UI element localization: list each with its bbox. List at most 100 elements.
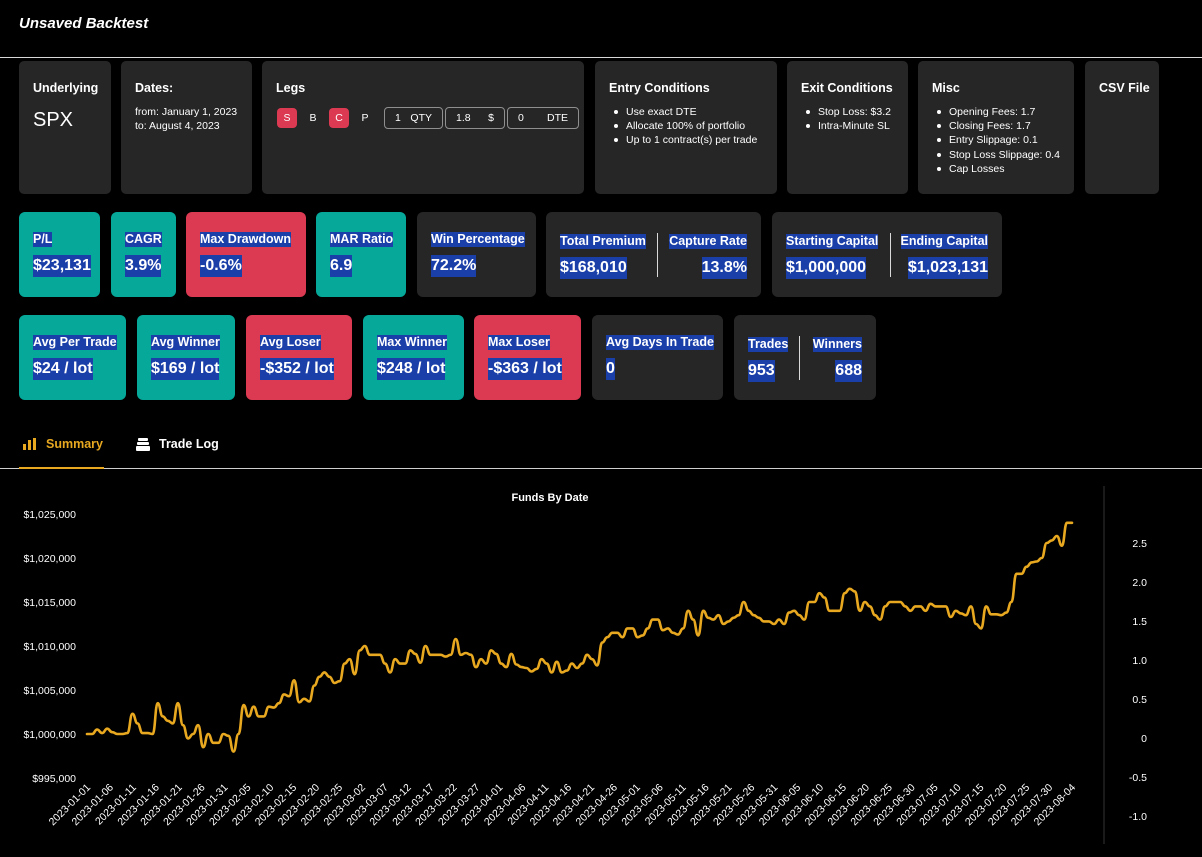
win-percentage-stat: Win Percentage 72.2% xyxy=(417,212,536,297)
avg-per-trade-label: Avg Per Trade xyxy=(33,335,117,350)
y-tick-label: $995,000 xyxy=(32,773,76,785)
cagr-value: 3.9% xyxy=(125,255,162,277)
y-tick-label: $1,010,000 xyxy=(23,641,76,653)
dte-value: 0 xyxy=(518,112,524,124)
date-to: to: August 4, 2023 xyxy=(135,120,220,132)
price-value: 1.8 xyxy=(456,112,471,124)
y-tick-label: $1,015,000 xyxy=(23,597,76,609)
entry-condition-item: Use exact DTE xyxy=(609,105,757,119)
starting-capital-label: Starting Capital xyxy=(786,234,879,249)
leg-put-chip[interactable]: P xyxy=(361,112,369,124)
misc-card[interactable]: Misc Opening Fees: 1.7 Closing Fees: 1.7… xyxy=(918,61,1074,194)
misc-item: Opening Fees: 1.7 xyxy=(932,105,1060,119)
dates-card[interactable]: Dates: from: January 1, 2023 to: August … xyxy=(121,61,252,194)
mar-ratio-value: 6.9 xyxy=(330,255,353,277)
stat-divider xyxy=(657,233,658,277)
cagr-label: CAGR xyxy=(125,232,162,247)
y2-tick-label: -0.5 xyxy=(1129,772,1147,784)
entry-conditions-card[interactable]: Entry Conditions Use exact DTE Allocate … xyxy=(595,61,777,194)
active-tab-indicator xyxy=(19,467,104,469)
win-percentage-label: Win Percentage xyxy=(431,232,525,247)
price-field[interactable]: 1.8 $ xyxy=(445,107,505,129)
avg-days-stat: Avg Days In Trade 0 xyxy=(592,315,723,400)
legs-card: Legs S B C P 1 QTY 1.8 $ 0 DTE xyxy=(262,61,584,194)
max-winner-stat: Max Winner $248 / lot xyxy=(363,315,464,400)
leg-sell-chip[interactable]: S xyxy=(277,108,297,128)
csv-file-card[interactable]: CSV File xyxy=(1085,61,1159,194)
misc-item: Closing Fees: 1.7 xyxy=(932,119,1060,133)
leg-call-chip[interactable]: C xyxy=(329,108,349,128)
stack-icon xyxy=(136,437,150,451)
entry-conditions-label: Entry Conditions xyxy=(609,81,710,95)
capture-rate-label: Capture Rate xyxy=(669,234,747,249)
legs-label: Legs xyxy=(276,81,306,95)
avg-loser-value: -$352 / lot xyxy=(260,358,334,380)
exit-conditions-card[interactable]: Exit Conditions Stop Loss: $3.2 Intra-Mi… xyxy=(787,61,908,194)
y-tick-label: $1,025,000 xyxy=(23,509,76,521)
y-tick-label: $1,020,000 xyxy=(23,553,76,565)
page-title: Unsaved Backtest xyxy=(19,15,149,32)
exit-conditions-label: Exit Conditions xyxy=(801,81,893,95)
max-winner-value: $248 / lot xyxy=(377,358,446,380)
csv-file-label: CSV File xyxy=(1099,81,1150,95)
header-divider xyxy=(0,57,1202,58)
winners-value: 688 xyxy=(835,360,862,382)
trades-value: 953 xyxy=(748,360,775,382)
mar-ratio-label: MAR Ratio xyxy=(330,232,394,247)
avg-per-trade-stat: Avg Per Trade $24 / lot xyxy=(19,315,126,400)
y2-tick-label: 1.0 xyxy=(1132,655,1147,667)
tab-summary[interactable]: Summary xyxy=(23,437,103,451)
dte-field[interactable]: 0 DTE xyxy=(507,107,579,129)
misc-item: Entry Slippage: 0.1 xyxy=(932,133,1060,147)
y-tick-label: $1,005,000 xyxy=(23,685,76,697)
misc-label: Misc xyxy=(932,81,960,95)
y2-tick-label: -1.0 xyxy=(1129,811,1147,823)
exit-condition-item: Intra-Minute SL xyxy=(801,119,891,133)
max-drawdown-value: -0.6% xyxy=(200,255,242,277)
y2-tick-label: 2.0 xyxy=(1132,577,1147,589)
starting-capital-value: $1,000,000 xyxy=(786,257,867,279)
pl-value: $23,131 xyxy=(33,255,91,277)
qty-value: 1 xyxy=(395,112,401,124)
y2-tick-label: 0 xyxy=(1141,733,1147,745)
avg-winner-label: Avg Winner xyxy=(151,335,220,350)
entry-condition-item: Up to 1 contract(s) per trade xyxy=(609,133,757,147)
y2-tick-label: 2.5 xyxy=(1132,538,1147,550)
dte-unit: DTE xyxy=(547,112,568,124)
tab-trade-log[interactable]: Trade Log xyxy=(136,437,219,451)
date-from: from: January 1, 2023 xyxy=(135,106,238,118)
leg-buy-chip[interactable]: B xyxy=(309,112,317,124)
max-loser-stat: Max Loser -$363 / lot xyxy=(474,315,581,400)
qty-unit: QTY xyxy=(410,112,432,124)
ending-capital-value: $1,023,131 xyxy=(907,257,988,279)
tabs-divider xyxy=(0,468,1202,469)
y-tick-label: $1,000,000 xyxy=(23,729,76,741)
capture-rate-value: 13.8% xyxy=(701,257,747,279)
avg-winner-value: $169 / lot xyxy=(151,358,220,380)
stat-divider xyxy=(890,233,891,277)
y2-tick-label: 1.5 xyxy=(1132,616,1147,628)
dates-label: Dates: xyxy=(135,81,174,95)
avg-per-trade-value: $24 / lot xyxy=(33,358,93,380)
pl-label: P/L xyxy=(33,232,53,247)
win-percentage-value: 72.2% xyxy=(431,255,477,277)
qty-field[interactable]: 1 QTY xyxy=(384,107,443,129)
total-premium-label: Total Premium xyxy=(560,234,646,249)
max-winner-label: Max Winner xyxy=(377,335,448,350)
cagr-stat: CAGR 3.9% xyxy=(111,212,176,297)
avg-loser-label: Avg Loser xyxy=(260,335,321,350)
trades-winners-stat: Trades 953 Winners 688 xyxy=(734,315,876,400)
avg-days-value: 0 xyxy=(606,358,615,380)
exit-condition-item: Stop Loss: $3.2 xyxy=(801,105,891,119)
capital-stat: Starting Capital $1,000,000 Ending Capit… xyxy=(772,212,1002,297)
total-premium-value: $168,010 xyxy=(560,257,627,279)
avg-winner-stat: Avg Winner $169 / lot xyxy=(137,315,235,400)
stat-divider xyxy=(799,336,800,380)
tab-summary-label: Summary xyxy=(46,437,103,451)
underlying-label: Underlying xyxy=(33,81,99,95)
funds-series-line xyxy=(85,521,1074,753)
max-loser-value: -$363 / lot xyxy=(488,358,562,380)
trades-label: Trades xyxy=(748,337,789,352)
premium-capture-stat: Total Premium $168,010 Capture Rate 13.8… xyxy=(546,212,761,297)
winners-label: Winners xyxy=(812,337,862,352)
